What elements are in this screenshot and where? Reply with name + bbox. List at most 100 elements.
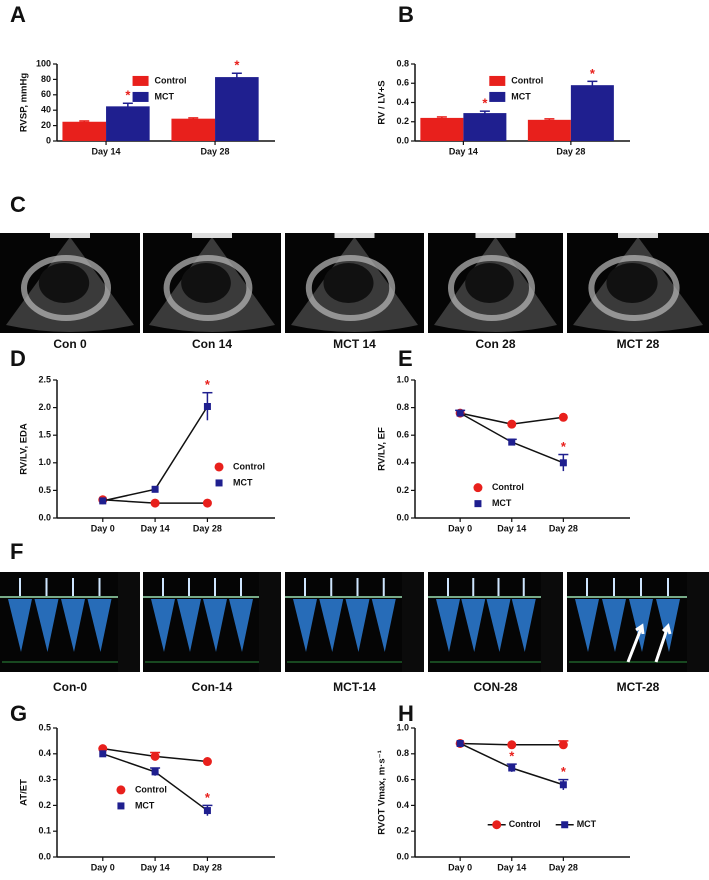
legend-label: MCT bbox=[233, 477, 253, 487]
y-axis-label: RVOT Vmax, m·s⁻¹ bbox=[377, 750, 388, 835]
significance-mark: * bbox=[561, 439, 567, 454]
doppler-envelope bbox=[602, 599, 626, 652]
doppler-image bbox=[567, 572, 709, 672]
doppler-scale bbox=[402, 572, 424, 672]
echo-image bbox=[567, 233, 709, 333]
y-tick-label: 1.5 bbox=[38, 430, 51, 440]
significance-mark: * bbox=[234, 58, 240, 73]
significance-mark: * bbox=[590, 66, 596, 81]
marker bbox=[456, 739, 464, 747]
x-tick-label: Day 0 bbox=[91, 862, 115, 872]
legend-swatch bbox=[489, 75, 506, 86]
echo-tissue bbox=[588, 255, 680, 321]
echo-probe bbox=[334, 233, 375, 238]
y-tick-label: 1.0 bbox=[38, 457, 51, 467]
image-label: MCT-28 bbox=[617, 680, 660, 694]
legend-label: Control bbox=[233, 461, 265, 471]
significance-mark: * bbox=[205, 790, 211, 805]
x-tick-label: Day 28 bbox=[549, 523, 578, 533]
image-label: MCT 28 bbox=[617, 337, 660, 351]
marker bbox=[117, 802, 125, 810]
arrow bbox=[626, 623, 645, 663]
doppler-scale bbox=[118, 572, 140, 672]
doppler-scale bbox=[541, 572, 563, 672]
legend-swatch bbox=[132, 91, 149, 102]
echo-image bbox=[285, 233, 424, 333]
doppler-envelope bbox=[575, 599, 599, 652]
marker bbox=[559, 459, 567, 467]
y-axis-label: RV/LV, EDA bbox=[19, 423, 30, 475]
image-label: CON-28 bbox=[473, 680, 517, 694]
doppler-envelope bbox=[8, 599, 32, 652]
y-tick-label: 1.0 bbox=[396, 722, 409, 732]
marker bbox=[559, 781, 567, 789]
y-tick-label: 0.0 bbox=[396, 135, 409, 145]
marker bbox=[473, 483, 483, 493]
x-tick-label: Day 14 bbox=[141, 862, 170, 872]
y-tick-label: 0.6 bbox=[396, 78, 409, 88]
y-tick-label: 0.6 bbox=[396, 774, 409, 784]
echo-probe bbox=[475, 233, 516, 238]
y-tick-label: 0.8 bbox=[396, 748, 409, 758]
doppler-image bbox=[428, 572, 563, 672]
doppler-envelope bbox=[371, 599, 396, 652]
echo-image bbox=[143, 233, 281, 333]
doppler-envelope bbox=[177, 599, 201, 652]
y-tick-label: 0.1 bbox=[38, 826, 51, 836]
significance-mark: * bbox=[561, 764, 567, 779]
doppler-envelope bbox=[34, 599, 59, 652]
y-tick-label: 0.2 bbox=[396, 116, 409, 126]
doppler-envelope bbox=[461, 599, 486, 652]
marker bbox=[202, 498, 212, 508]
image-label: Con 14 bbox=[192, 337, 232, 351]
x-tick-label: Day 14 bbox=[449, 146, 478, 156]
echo-image bbox=[0, 233, 140, 333]
marker bbox=[202, 757, 212, 767]
legend-label: MCT bbox=[155, 91, 175, 101]
marker bbox=[507, 740, 517, 750]
echo-tissue bbox=[448, 255, 535, 321]
y-axis-label: RV/LV, EF bbox=[377, 427, 388, 471]
legend-label: MCT bbox=[511, 91, 531, 101]
bar bbox=[215, 77, 259, 141]
doppler-image bbox=[285, 572, 424, 672]
y-axis-label: AT/ET bbox=[19, 779, 30, 806]
y-tick-label: 0.2 bbox=[396, 485, 409, 495]
x-tick-label: Day 28 bbox=[549, 862, 578, 872]
y-tick-label: 0.3 bbox=[38, 774, 51, 784]
bar bbox=[420, 117, 464, 141]
doppler-envelope bbox=[229, 599, 253, 652]
panel-letter: A bbox=[10, 2, 26, 27]
y-tick-label: 2.5 bbox=[38, 374, 51, 384]
doppler-image bbox=[143, 572, 281, 672]
legend-label: Control bbox=[511, 75, 543, 85]
echo-image bbox=[428, 233, 563, 333]
x-tick-label: Day 28 bbox=[193, 862, 222, 872]
y-tick-label: 0.8 bbox=[396, 58, 409, 68]
marker bbox=[151, 768, 159, 776]
doppler-envelope bbox=[345, 599, 370, 652]
legend-label: Control bbox=[135, 784, 167, 794]
doppler-envelope bbox=[61, 599, 85, 652]
x-tick-label: Day 14 bbox=[497, 862, 526, 872]
x-tick-label: Day 14 bbox=[141, 523, 170, 533]
y-tick-label: 1.0 bbox=[396, 374, 409, 384]
echo-tissue bbox=[305, 255, 396, 321]
panel-letter: B bbox=[398, 2, 414, 27]
panel-letter: E bbox=[398, 346, 413, 371]
y-tick-label: 0.4 bbox=[396, 800, 409, 810]
marker bbox=[150, 751, 160, 761]
bar bbox=[106, 106, 150, 141]
y-tick-label: 0.5 bbox=[38, 485, 51, 495]
x-tick-label: Day 28 bbox=[556, 146, 585, 156]
doppler-image bbox=[0, 572, 140, 672]
echo-probe bbox=[192, 233, 232, 238]
echo-cavity bbox=[606, 263, 658, 303]
marker bbox=[508, 764, 516, 772]
y-tick-label: 0.2 bbox=[38, 800, 51, 810]
y-axis-label: RV / LV+S bbox=[377, 80, 388, 124]
marker bbox=[99, 497, 107, 505]
bar bbox=[570, 85, 614, 141]
